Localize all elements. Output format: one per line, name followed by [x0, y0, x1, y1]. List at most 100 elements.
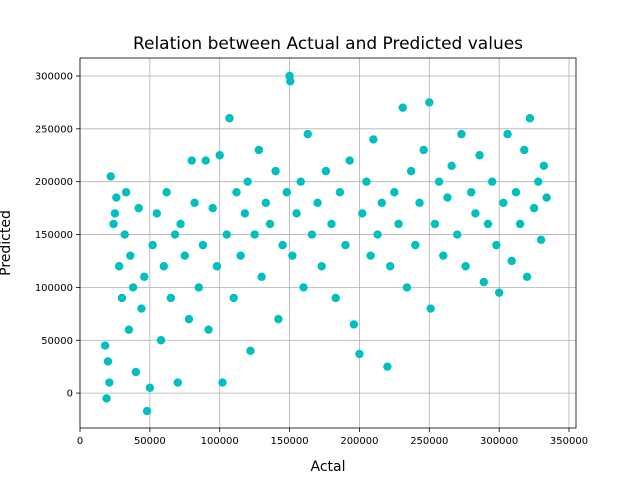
x-tick-label: 200000 — [340, 436, 378, 447]
data-point — [487, 177, 497, 186]
data-point — [128, 283, 138, 292]
data-point — [184, 314, 194, 324]
data-point — [425, 98, 434, 107]
y-tick-label: 0 — [67, 389, 73, 400]
data-point — [525, 114, 535, 123]
data-point — [170, 230, 180, 239]
data-point — [457, 129, 466, 139]
data-point — [222, 230, 231, 239]
data-point — [503, 129, 512, 139]
data-point — [109, 219, 118, 229]
data-point — [385, 262, 395, 271]
data-point — [288, 251, 297, 260]
data-point — [394, 219, 403, 229]
data-point — [345, 156, 354, 165]
data-point — [292, 209, 301, 218]
data-point — [243, 177, 252, 186]
data-point — [117, 293, 127, 303]
data-point — [341, 240, 350, 250]
data-point — [254, 145, 264, 155]
data-point — [261, 198, 271, 208]
data-point — [229, 293, 238, 303]
data-point — [208, 203, 217, 213]
data-point — [447, 161, 456, 171]
y-tick-label: 200000 — [35, 177, 73, 188]
data-point — [307, 230, 317, 239]
data-point — [134, 203, 143, 213]
data-point — [358, 209, 367, 218]
y-axis-title: Predicted — [0, 210, 14, 276]
data-point — [373, 230, 382, 239]
data-point — [198, 240, 208, 250]
data-point — [225, 114, 234, 123]
y-tick-label: 100000 — [35, 283, 73, 294]
data-point — [494, 288, 504, 297]
data-point — [145, 383, 155, 393]
data-point — [362, 177, 371, 186]
y-tick-label: 50000 — [41, 336, 73, 347]
data-point — [313, 198, 322, 208]
data-point — [282, 188, 291, 197]
x-tick-label: 150000 — [270, 436, 308, 447]
data-point — [483, 219, 493, 229]
data-point — [159, 262, 169, 271]
data-point — [140, 272, 149, 282]
data-point — [103, 357, 113, 366]
data-point — [402, 283, 412, 292]
data-point — [131, 367, 141, 377]
data-point — [274, 314, 283, 324]
data-point — [246, 346, 255, 356]
data-point — [434, 177, 444, 186]
data-point — [366, 251, 375, 260]
data-point — [162, 188, 171, 197]
data-point — [271, 166, 280, 176]
data-point — [355, 349, 364, 359]
data-point — [114, 262, 124, 271]
data-point — [250, 230, 259, 239]
data-point — [106, 172, 115, 181]
data-point — [398, 103, 407, 112]
data-point — [240, 209, 250, 218]
data-point — [278, 240, 287, 250]
data-point — [112, 193, 121, 202]
data-point — [327, 219, 336, 229]
data-point — [439, 251, 448, 260]
data-point — [152, 209, 162, 218]
data-point — [331, 293, 340, 303]
data-point — [194, 283, 203, 292]
data-point — [411, 240, 420, 250]
data-point — [430, 219, 440, 229]
data-point — [479, 277, 488, 287]
data-point — [542, 193, 551, 202]
data-point — [166, 293, 176, 303]
data-point — [215, 151, 224, 160]
data-point — [124, 325, 134, 334]
data-point — [377, 198, 386, 208]
axis-ticks: 0 50000 100000 150000 200000 250000 300000 3500… — [35, 71, 588, 447]
data-point — [406, 166, 416, 176]
data-point — [286, 77, 295, 86]
data-point — [126, 251, 135, 260]
data-point — [520, 145, 529, 155]
y-tick-label: 250000 — [35, 124, 73, 135]
grid — [79, 58, 576, 428]
data-point — [236, 251, 245, 260]
data-point — [218, 378, 227, 387]
x-tick-label: 350000 — [550, 436, 588, 447]
chart-title: Relation between Actual and Predicted va… — [133, 34, 523, 54]
data-point — [299, 283, 308, 292]
data-point — [443, 193, 452, 202]
data-point — [536, 235, 546, 245]
data-point — [121, 188, 131, 197]
data-point — [321, 166, 331, 176]
data-point — [529, 203, 539, 213]
data-point — [349, 320, 359, 329]
data-point — [453, 230, 462, 239]
data-point — [156, 336, 166, 345]
data-point — [120, 230, 129, 239]
data-point — [303, 129, 312, 139]
data-point — [522, 272, 532, 282]
data-point — [467, 188, 476, 197]
data-point — [369, 135, 378, 144]
data-point — [296, 177, 305, 186]
